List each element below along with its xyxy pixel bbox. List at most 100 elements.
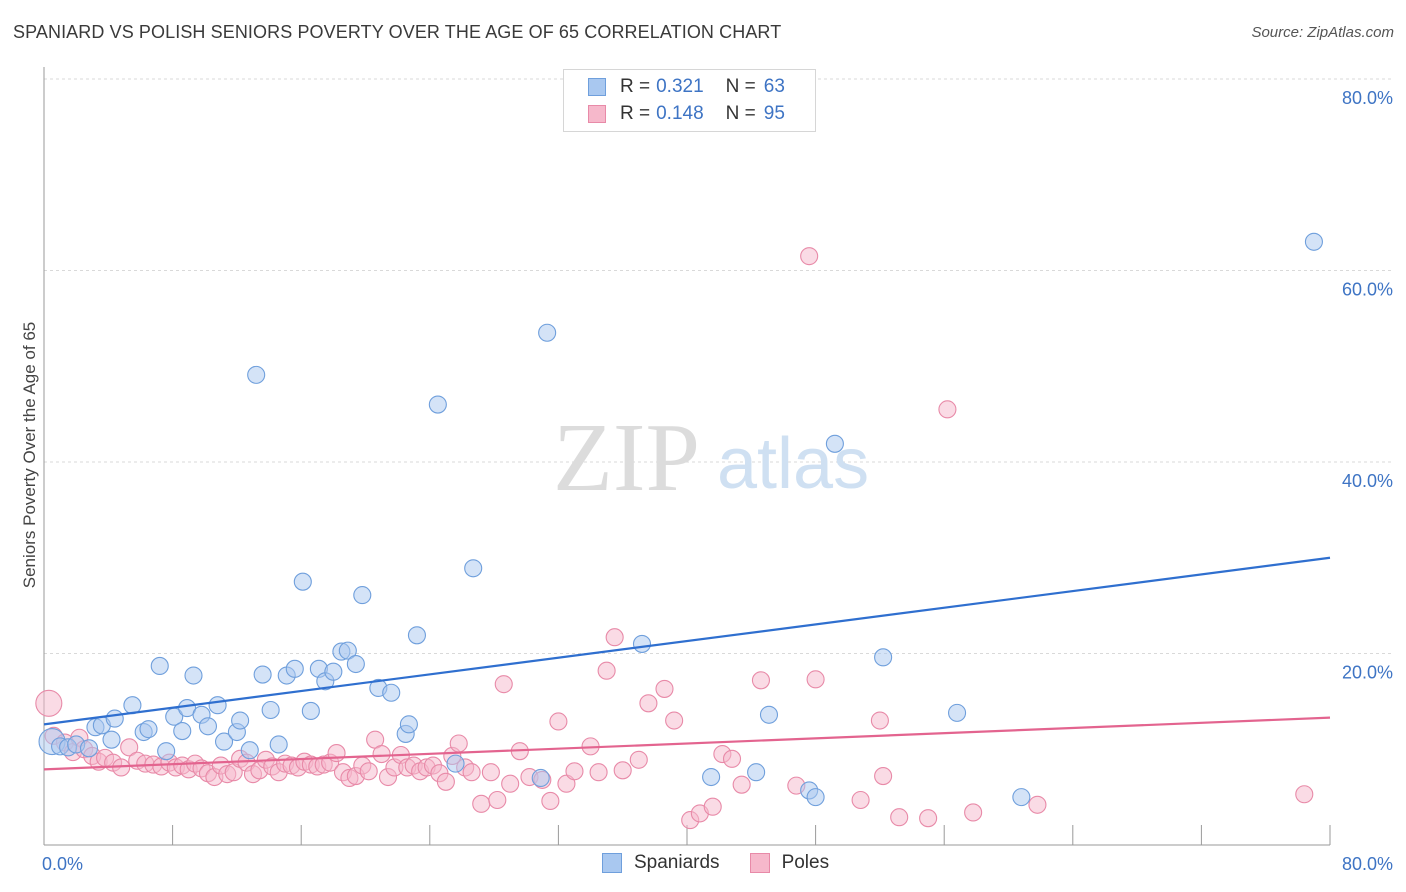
spaniard-point bbox=[285, 659, 304, 678]
spaniard-point bbox=[240, 741, 259, 760]
pole-point bbox=[501, 774, 520, 793]
pole-point bbox=[359, 762, 378, 781]
pole-point bbox=[800, 247, 819, 266]
spaniard-point bbox=[253, 665, 272, 684]
pole-point bbox=[751, 671, 770, 690]
spaniard-point bbox=[105, 709, 124, 728]
pole-point bbox=[462, 763, 481, 782]
spaniard-point bbox=[531, 768, 550, 788]
poles-trend-line bbox=[43, 716, 1331, 771]
spaniard-point bbox=[702, 767, 721, 787]
spaniard-point bbox=[324, 662, 343, 681]
pole-point bbox=[732, 775, 751, 794]
x-tick-label: 80.0% bbox=[1342, 854, 1393, 874]
legend-r-label: R = bbox=[620, 76, 651, 97]
legend-n-value: 95 bbox=[763, 103, 785, 124]
x-tick-label: 0.0% bbox=[42, 854, 83, 874]
spaniard-point bbox=[399, 715, 418, 734]
spaniard-point bbox=[261, 700, 280, 720]
legend-box: R = 0.321 N = 63 R = 0.148 N = 95 bbox=[563, 69, 816, 132]
pole-point bbox=[436, 772, 455, 791]
pole-point bbox=[35, 689, 63, 717]
watermark-atlas: atlas bbox=[717, 424, 869, 504]
legend-n-value: 63 bbox=[763, 76, 785, 97]
y-tick-label: 60.0% bbox=[1342, 280, 1393, 300]
spaniard-point bbox=[293, 572, 312, 591]
source-credit: Source: ZipAtlas.com bbox=[1251, 24, 1394, 41]
pole-point bbox=[919, 809, 938, 828]
spaniard-point bbox=[948, 703, 967, 722]
legend-row-spaniards: R = 0.321 N = 63 bbox=[588, 76, 785, 98]
legend-item-poles[interactable]: Poles bbox=[749, 852, 829, 874]
spaniard-point bbox=[247, 365, 266, 384]
poles-points bbox=[35, 247, 1314, 830]
legend-r-value: 0.321 bbox=[656, 76, 704, 97]
spaniard-point bbox=[464, 559, 483, 578]
spaniard-point bbox=[538, 323, 557, 342]
pole-point bbox=[851, 790, 870, 810]
spaniard-point bbox=[1012, 788, 1031, 807]
pole-point bbox=[494, 675, 513, 694]
y-tick-label: 20.0% bbox=[1342, 663, 1393, 683]
pole-point bbox=[472, 794, 491, 813]
pole-point bbox=[541, 791, 560, 811]
spaniard-point bbox=[150, 656, 169, 675]
y-tick-label: 40.0% bbox=[1342, 471, 1393, 491]
pole-point bbox=[597, 661, 616, 680]
pole-point bbox=[613, 761, 632, 780]
pole-point bbox=[874, 767, 893, 786]
pole-point bbox=[722, 749, 742, 768]
pole-point bbox=[565, 762, 584, 781]
legend-n-label: N = bbox=[725, 103, 756, 124]
legend-label-spaniards: Spaniards bbox=[634, 852, 720, 873]
spaniards-trend-line bbox=[43, 556, 1331, 726]
spaniard-point bbox=[208, 696, 227, 715]
legend-item-spaniards[interactable]: Spaniards bbox=[602, 852, 720, 874]
legend-swatch-poles bbox=[588, 105, 606, 123]
pole-point bbox=[890, 808, 909, 827]
spaniard-point bbox=[184, 666, 203, 685]
spaniard-point bbox=[214, 732, 234, 751]
pole-point bbox=[938, 400, 957, 419]
spaniard-point bbox=[301, 701, 320, 721]
pole-point bbox=[327, 744, 346, 763]
spaniard-point bbox=[139, 720, 158, 739]
watermark-zip: ZIP bbox=[553, 404, 700, 512]
spaniard-point bbox=[353, 586, 372, 605]
chart-title: SPANIARD VS POLISH SENIORS POVERTY OVER … bbox=[13, 22, 782, 42]
pole-point bbox=[665, 711, 684, 730]
trend-lines bbox=[43, 556, 1331, 771]
pole-point bbox=[589, 763, 608, 782]
legend-n-label: N = bbox=[725, 76, 756, 97]
pole-point bbox=[372, 744, 391, 764]
spaniard-point bbox=[231, 711, 250, 730]
spaniard-point bbox=[269, 735, 288, 754]
pole-point bbox=[449, 734, 468, 753]
pole-point bbox=[629, 750, 648, 769]
legend-r-value: 0.148 bbox=[656, 103, 704, 124]
spaniard-point bbox=[407, 626, 426, 645]
pole-point bbox=[549, 712, 568, 731]
pole-point bbox=[605, 628, 624, 647]
pole-point bbox=[703, 797, 722, 816]
pole-point bbox=[639, 694, 658, 713]
spaniard-point bbox=[806, 788, 825, 807]
spaniard-point bbox=[346, 654, 365, 674]
watermark: ZIP atlas bbox=[553, 404, 869, 512]
pole-point bbox=[1028, 795, 1047, 814]
spaniard-point bbox=[874, 648, 893, 667]
grid-lines bbox=[44, 78, 1392, 654]
legend-swatch-poles bbox=[749, 853, 770, 873]
legend-swatch-spaniards bbox=[588, 78, 606, 96]
spaniard-point bbox=[759, 705, 779, 724]
pole-point bbox=[1295, 785, 1314, 804]
spaniard-point bbox=[446, 754, 465, 773]
spaniard-point bbox=[338, 641, 357, 660]
pole-point bbox=[964, 803, 983, 822]
spaniard-point bbox=[198, 717, 218, 736]
spaniard-point bbox=[825, 434, 844, 453]
spaniard-point bbox=[747, 763, 766, 782]
spaniard-point bbox=[428, 395, 447, 414]
spaniard-point bbox=[79, 739, 99, 758]
